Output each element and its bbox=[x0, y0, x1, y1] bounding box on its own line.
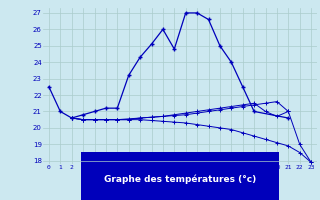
X-axis label: Graphe des températures (°c): Graphe des températures (°c) bbox=[104, 175, 256, 184]
